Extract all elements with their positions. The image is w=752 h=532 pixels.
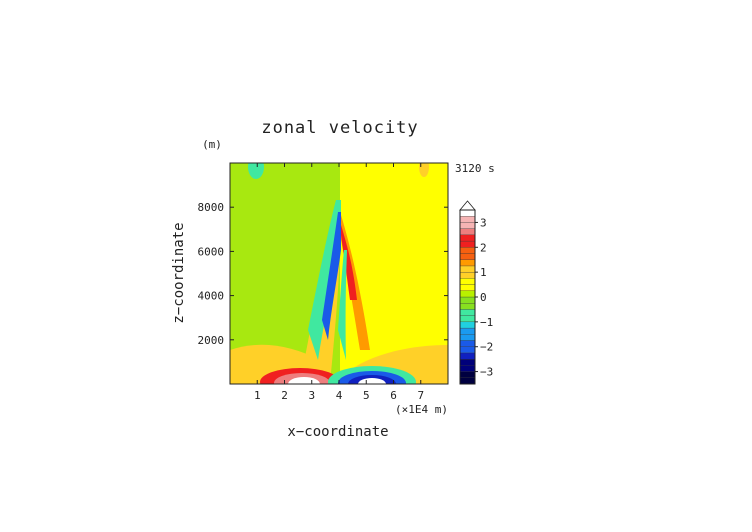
colorbar-band — [459, 352, 476, 360]
colorbar-tick-label: 1 — [480, 266, 487, 279]
x-tick-label: 5 — [363, 389, 370, 402]
colorbar-band — [459, 284, 476, 291]
colorbar-band — [459, 334, 476, 341]
y-tick-label: 6000 — [198, 245, 225, 258]
colorbar-band — [459, 271, 476, 279]
colorbar-band — [459, 327, 476, 335]
colorbar-band — [459, 377, 476, 385]
colorbar-band — [459, 340, 476, 347]
x-tick-label: 7 — [417, 389, 424, 402]
colorbar-band — [459, 303, 476, 310]
colorbar-band — [459, 371, 476, 378]
colorbar-tick-label: −2 — [480, 341, 493, 354]
colorbar-band — [459, 309, 476, 316]
colorbar-band — [459, 296, 476, 304]
colorbar-band — [459, 278, 476, 285]
upper-left-cyan-spot — [248, 163, 264, 179]
x-unit-label: (×1E4 m) — [395, 403, 448, 416]
colorbar-band — [459, 216, 476, 223]
x-tick-label: 3 — [308, 389, 315, 402]
x-axis-title: x−coordinate — [287, 424, 388, 440]
colorbar-tick-label: 0 — [480, 291, 487, 304]
colorbar — [459, 200, 476, 385]
colorbar-tick-label: −3 — [480, 366, 493, 379]
colorbar-band — [459, 247, 476, 254]
colorbar-band — [459, 290, 476, 298]
colorbar-band — [459, 259, 476, 267]
colorbar-band — [459, 222, 476, 229]
colorbar-band — [459, 365, 476, 372]
colorbar-band — [459, 234, 476, 242]
x-tick-label: 1 — [254, 389, 261, 402]
y-tick-label: 2000 — [198, 334, 225, 347]
colorbar-band — [459, 321, 476, 329]
y-ticks: 2000 4000 6000 8000 — [198, 201, 448, 347]
chart-title: zonal velocity — [261, 118, 418, 138]
colorbar-band — [459, 358, 476, 366]
left-cyan-tilted-band — [308, 200, 341, 360]
colorbar-extend-triangle — [459, 200, 476, 211]
colorbar-band — [459, 265, 476, 273]
center-cyan-column — [338, 250, 347, 360]
plot-area — [230, 163, 448, 384]
y-tick-label: 4000 — [198, 290, 225, 303]
colorbar-band — [459, 240, 476, 248]
right-orange-tilted-band — [341, 215, 370, 350]
colorbar-tick-label: 2 — [480, 241, 487, 254]
x-tick-label: 4 — [336, 389, 343, 402]
colorbar-band — [459, 228, 476, 236]
y-tick-label: 8000 — [198, 201, 225, 214]
upper-right-orange-spot — [419, 163, 429, 177]
colorbar-labels: 3 2 1 0 −1 −2 −3 — [475, 216, 493, 379]
x-tick-label: 6 — [390, 389, 397, 402]
left-blue-tilted-band — [322, 212, 341, 340]
colorbar-tick-label: 3 — [480, 216, 487, 229]
colorbar-band — [459, 346, 476, 354]
colorbar-band — [459, 315, 476, 323]
right-red-tilted-band — [341, 225, 357, 300]
colorbar-band — [459, 209, 476, 217]
time-label: 3120 s — [455, 162, 495, 175]
x-ticks: 1 2 3 4 5 6 7 — [254, 163, 424, 402]
x-tick-label: 2 — [281, 389, 288, 402]
colorbar-band — [459, 253, 476, 260]
y-axis-title: z−coordinate — [171, 222, 187, 323]
colorbar-tick-label: −1 — [480, 316, 493, 329]
lower-right-white-core — [358, 378, 386, 384]
y-unit-label: (m) — [202, 138, 222, 151]
